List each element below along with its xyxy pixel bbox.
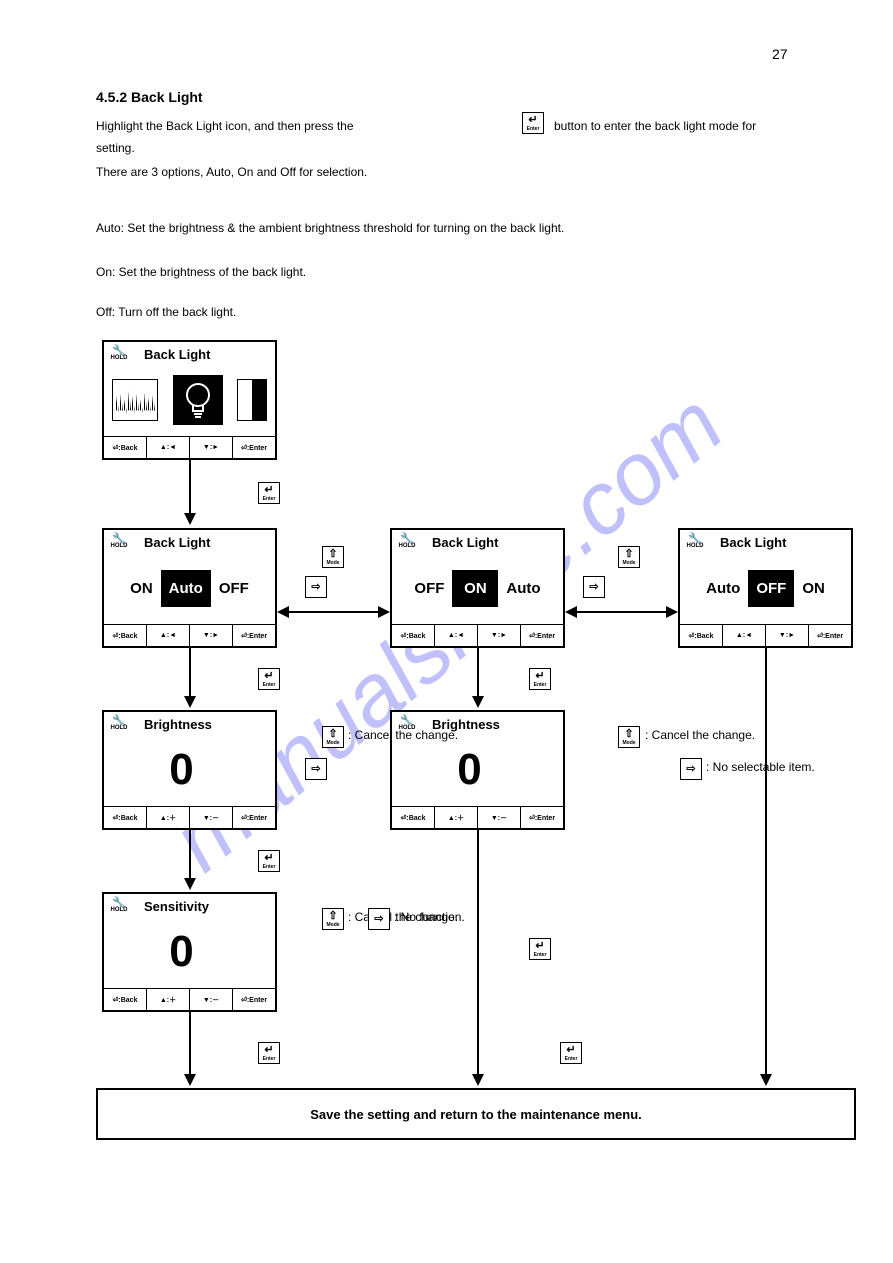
brightness-value: 0	[392, 745, 563, 795]
mode-key-icon: ⇧Mode	[618, 726, 640, 748]
arrow-down-icon	[188, 648, 192, 708]
right-key-icon: ⇨	[305, 758, 327, 780]
on-desc: On: Set the brightness of the back light…	[96, 264, 306, 280]
nofunc-label: : No function.	[394, 910, 465, 924]
option-selected: Auto	[161, 570, 211, 607]
screen-backlight-off: 🔧HOLDBack Light Auto OFF ON ⏎:Back▲:◄ ▼:…	[678, 528, 853, 648]
right-key-icon: ⇨	[368, 908, 390, 930]
mode-key-icon: ⇧Mode	[322, 726, 344, 748]
save-return-box: Save the setting and return to the maint…	[96, 1088, 856, 1140]
intro-text-1b: button to enter the back light mode for	[554, 119, 756, 133]
option-auto: Auto	[504, 574, 542, 603]
enter-key-icon: ↵Enter	[529, 668, 551, 690]
screen-brightness-auto: 🔧HOLDBrightness 0 ⏎:Back▲:＋ ▼:－⏎:Enter	[102, 710, 277, 830]
right-key-icon: ⇨	[680, 758, 702, 780]
enter-key-icon: ↵Enter	[258, 668, 280, 690]
option-auto: Auto	[704, 574, 742, 603]
intro-text-2: setting.	[96, 140, 135, 156]
arrow-down-icon	[476, 648, 480, 708]
page-number: 27	[772, 46, 788, 62]
auto-desc: Auto: Set the brightness & the ambient b…	[96, 220, 796, 236]
footer-key: ▲:◄	[147, 437, 190, 458]
enter-key-icon: ↵Enter	[529, 938, 551, 960]
arrow-down-icon	[188, 460, 192, 525]
enter-key-icon: ↵Enter	[560, 1042, 582, 1064]
sensitivity-value: 0	[104, 927, 275, 977]
arrow-double-icon	[565, 608, 678, 616]
intro-text-3: There are 3 options, Auto, On and Off fo…	[96, 164, 367, 180]
right-key-icon: ⇨	[583, 576, 605, 598]
mode-key-icon: ⇧Mode	[322, 908, 344, 930]
arrow-down-icon	[188, 830, 192, 890]
section-heading: 4.5.2 Back Light	[96, 88, 203, 107]
off-desc: Off: Turn off the back light.	[96, 304, 236, 320]
option-on: ON	[800, 574, 827, 603]
screen-backlight-auto: 🔧HOLDBack Light ON Auto OFF ⏎:Back▲:◄ ▼:…	[102, 528, 277, 648]
arrow-down-icon	[188, 1012, 192, 1086]
enter-key-icon: ↵Enter	[258, 482, 280, 504]
option-on: ON	[128, 574, 155, 603]
screen-title: Back Light	[144, 347, 210, 362]
enter-key-icon: ↵Enter	[522, 112, 544, 134]
mode-key-icon: ⇧Mode	[618, 546, 640, 568]
enter-key-icon: ↵Enter	[258, 1042, 280, 1064]
option-selected: ON	[452, 570, 498, 607]
footer-key: ⏎:Enter	[233, 437, 275, 458]
enter-key-icon: ↵Enter	[258, 850, 280, 872]
footer-key: ▼:►	[190, 437, 233, 458]
right-key-icon: ⇨	[305, 576, 327, 598]
arrow-down-icon	[764, 648, 768, 1086]
wave-icon	[112, 379, 158, 421]
screen-backlight-menu: 🔧HOLD Back Light ⏎:Back ▲:◄ ▼:► ⏎:Enter	[102, 340, 277, 460]
noselect-label: : No selectable item.	[706, 760, 815, 774]
save-return-text: Save the setting and return to the maint…	[310, 1107, 642, 1122]
arrow-down-icon	[476, 830, 480, 1086]
option-off: OFF	[217, 574, 251, 603]
screen-backlight-on: 🔧HOLDBack Light OFF ON Auto ⏎:Back▲:◄ ▼:…	[390, 528, 565, 648]
brightness-value: 0	[104, 745, 275, 795]
cancel-label: : Cancel the change.	[348, 728, 458, 742]
option-off: OFF	[412, 574, 446, 603]
mode-key-icon: ⇧Mode	[322, 546, 344, 568]
hold-icon: 🔧HOLD	[108, 347, 130, 361]
intro-text-1a: Highlight the Back Light icon, and then …	[96, 119, 354, 133]
bulb-icon	[173, 375, 223, 425]
footer-key: ⏎:Back	[104, 437, 147, 458]
screen-sensitivity: 🔧HOLDSensitivity 0 ⏎:Back▲:＋ ▼:－⏎:Enter	[102, 892, 277, 1012]
arrow-double-icon	[277, 608, 390, 616]
cancel-label: : Cancel the change.	[645, 728, 755, 742]
contrast-icon	[237, 379, 267, 421]
option-selected: OFF	[748, 570, 794, 607]
